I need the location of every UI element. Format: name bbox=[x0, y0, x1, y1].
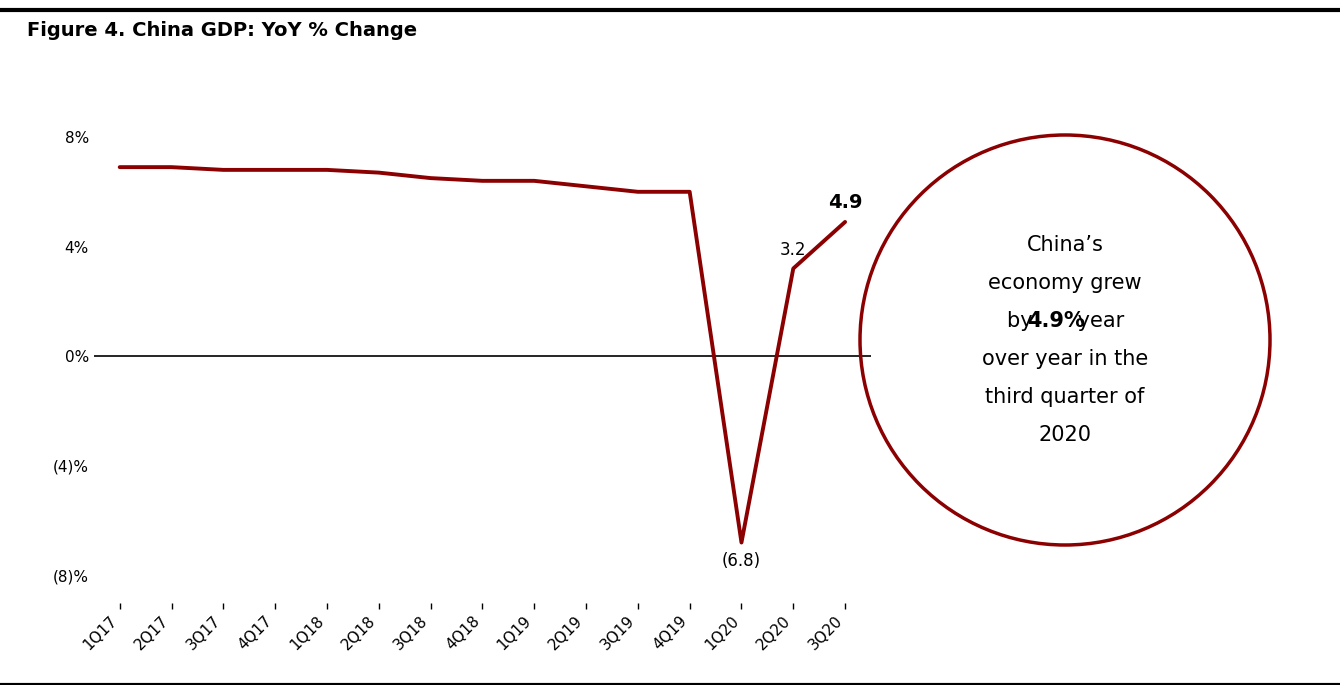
Text: third quarter of: third quarter of bbox=[985, 387, 1144, 407]
Text: China’s: China’s bbox=[1026, 235, 1103, 255]
Text: 4.9%: 4.9% bbox=[1026, 311, 1085, 331]
Text: over year in the: over year in the bbox=[982, 349, 1148, 369]
Text: 2020: 2020 bbox=[1038, 425, 1092, 445]
Text: 4.9: 4.9 bbox=[828, 193, 863, 212]
Text: (6.8): (6.8) bbox=[722, 552, 761, 570]
Text: by: by bbox=[1008, 311, 1040, 331]
Text: Figure 4. China GDP: YoY % Change: Figure 4. China GDP: YoY % Change bbox=[27, 21, 417, 40]
Text: economy grew: economy grew bbox=[988, 273, 1142, 293]
Text: year: year bbox=[1071, 311, 1124, 331]
Text: 3.2: 3.2 bbox=[780, 241, 807, 259]
